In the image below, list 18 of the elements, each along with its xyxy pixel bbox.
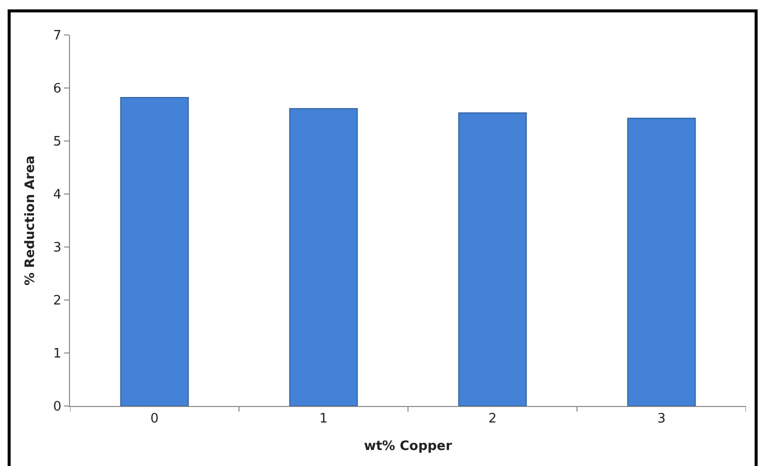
y-tick-label: 2 [53, 294, 62, 309]
y-axis-title: % Reduction Area [23, 155, 38, 286]
x-tick-label: 1 [319, 412, 328, 427]
x-tick-label: 3 [657, 412, 666, 427]
bar [627, 118, 696, 406]
x-axis-title: wt% Copper [364, 439, 453, 454]
y-tick-label: 1 [53, 346, 62, 362]
bar [458, 112, 527, 406]
y-tick-label: 5 [53, 134, 62, 150]
y-tick-label: 4 [53, 188, 62, 203]
y-tick-label: 7 [53, 28, 62, 44]
bar [289, 108, 358, 406]
x-tick-label: 2 [488, 412, 497, 427]
y-tick-label: 6 [53, 82, 62, 97]
y-tick-label: 3 [53, 240, 62, 256]
x-tick-label: 0 [150, 412, 159, 427]
bar [120, 97, 189, 406]
y-tick-label: 0 [53, 400, 62, 415]
